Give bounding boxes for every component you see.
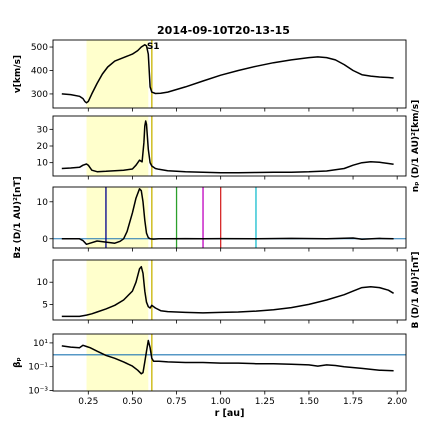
panels-group: 300 400 500 v[km/s] S1 10 20 30 nₚ (D/1 AU)²[km/… — [13, 39, 421, 419]
panel-np: 10 20 30 nₚ (D/1 AU)²[km/s] — [37, 100, 421, 192]
series-line — [61, 265, 394, 318]
y-tick-label: 10¹ — [33, 339, 48, 349]
y-tick-label: 10 — [37, 198, 49, 208]
y-tick-label: 10⁻¹ — [28, 363, 48, 373]
shaded-region — [86, 260, 149, 320]
y-tick-label: 500 — [31, 43, 48, 53]
x-tick-label: 1.00 — [211, 397, 231, 407]
x-tick-label: 0.75 — [167, 397, 187, 407]
y-axis-label: v[km/s] — [13, 55, 23, 93]
series-line — [61, 339, 394, 375]
panel-v: 300 400 500 v[km/s] S1 — [13, 39, 407, 112]
y-tick-label: 30 — [37, 125, 49, 135]
panel-frame — [52, 333, 407, 392]
y-tick-label: 0 — [42, 235, 48, 245]
shock-label: S1 — [147, 42, 160, 52]
panel-b: 5 10 B (D/1 AU)²[nT] — [37, 251, 421, 328]
figure-title: 2014-09-10T20-13-15 — [157, 24, 290, 37]
x-tick-label: 1.50 — [299, 397, 319, 407]
y-axis-label: B (D/1 AU)²[nT] — [411, 251, 421, 328]
shaded-region — [86, 334, 149, 391]
shaded-region — [86, 40, 149, 108]
shaded-region — [86, 187, 149, 248]
y-axis-label: nₚ (D/1 AU)²[km/s] — [411, 100, 421, 192]
panel-frame — [52, 186, 407, 249]
y-tick-label: 5 — [42, 300, 48, 310]
y-tick-label: 20 — [37, 142, 49, 152]
x-tick-label: 0.25 — [78, 397, 98, 407]
y-axis-label: βₚ — [13, 357, 23, 368]
panel-frame — [52, 39, 407, 109]
x-tick-label: 1.25 — [255, 397, 275, 407]
series-line — [61, 188, 394, 246]
x-tick-label: 1.75 — [343, 397, 363, 407]
y-tick-label: 10⁻³ — [28, 386, 48, 396]
y-tick-label: 400 — [31, 66, 48, 76]
x-tick-label: 0.50 — [122, 397, 142, 407]
y-axis-label: Bz (D/1 AU)²[nT] — [13, 176, 23, 258]
y-tick-label: 10 — [37, 159, 49, 169]
panel-beta: 10⁻³ 10⁻¹ 10¹ 0.25 0.50 0.75 1.00 1.25 1.50 1.75 2… — [13, 333, 407, 407]
series-line — [61, 43, 394, 104]
x-tick-label: 2.00 — [387, 397, 407, 407]
shaded-region — [86, 116, 149, 176]
y-tick-label: 10 — [37, 278, 49, 288]
panel-bz: 0 10 Bz (D/1 AU)²[nT] — [13, 176, 407, 259]
panel-frame — [52, 259, 407, 321]
y-tick-label: 300 — [31, 90, 48, 100]
x-axis-label: r [au] — [215, 408, 245, 419]
series-line — [61, 120, 394, 174]
